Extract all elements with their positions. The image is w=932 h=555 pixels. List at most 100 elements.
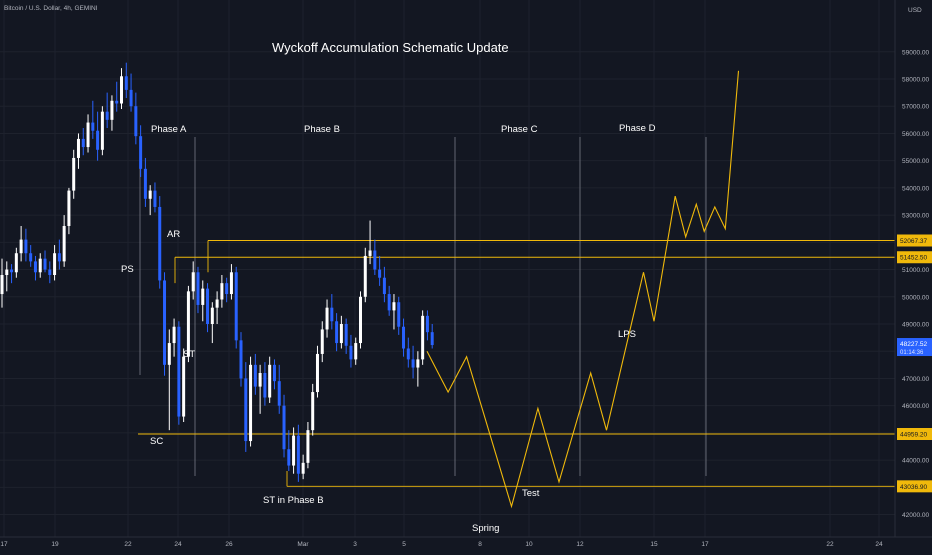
- candle-body: [96, 130, 100, 150]
- candle-body: [287, 449, 291, 466]
- candle-body: [253, 364, 257, 387]
- candle-body: [387, 294, 391, 311]
- candle-body: [244, 378, 248, 442]
- candle-body: [186, 291, 190, 357]
- candle-body: [139, 136, 143, 169]
- y-tick-label: 59000.00: [902, 49, 929, 56]
- candle-body: [105, 111, 109, 120]
- candle-body: [272, 364, 276, 382]
- price-level-tag-text: 52067.37: [900, 238, 927, 245]
- label-test: Test: [522, 488, 540, 499]
- label-st: ST: [183, 349, 195, 360]
- y-tick-label: 53000.00: [902, 213, 929, 220]
- y-axis[interactable]: 42000.0043000.0044000.0045000.0046000.00…: [894, 0, 929, 537]
- price-level-tag-text: 43036.90: [900, 484, 927, 491]
- candle-body: [277, 381, 281, 406]
- x-tick-label: 8: [478, 541, 482, 548]
- candle-body: [421, 315, 425, 360]
- candle-body: [430, 332, 434, 346]
- candle-body: [210, 307, 214, 324]
- candle-body: [19, 239, 23, 254]
- price-level-tag-text: 51452.50: [900, 255, 927, 262]
- candle-body: [158, 206, 162, 281]
- x-tick-label: 22: [124, 541, 132, 548]
- candle-body: [53, 253, 57, 275]
- candle-body: [325, 307, 329, 330]
- candle-body: [339, 324, 343, 344]
- candle-body: [320, 329, 324, 354]
- projection-path: [426, 70, 740, 509]
- x-axis[interactable]: 17 19 22 24 26 Mar 3 5 8 10 12 15 17 22 24: [0, 536, 932, 548]
- x-tick-label: 5: [402, 541, 406, 548]
- phase-b-label: Phase B: [304, 124, 340, 135]
- y-tick-label: 42000.00: [902, 512, 929, 519]
- candle-body: [57, 253, 61, 262]
- price-tags: 52067.37 51452.50 44959.20 43036.90 48227.52…: [897, 234, 932, 493]
- candle-body: [330, 307, 334, 322]
- x-tick-label: 24: [174, 541, 182, 548]
- candle-body: [43, 258, 47, 270]
- x-tick-label: 26: [225, 541, 233, 548]
- candle-body: [120, 76, 123, 104]
- candle-body: [191, 272, 195, 292]
- candle-body: [416, 359, 420, 368]
- current-price-countdown: 01:14:36: [900, 350, 924, 356]
- price-level-tag: [897, 427, 932, 440]
- candle-body: [14, 253, 18, 273]
- candle-body: [258, 373, 262, 387]
- candle-body: [182, 356, 186, 417]
- price-level-tag-text: 44959.20: [900, 431, 927, 438]
- candle-body: [311, 392, 315, 431]
- candle-body: [134, 106, 138, 137]
- candle-body: [143, 168, 147, 199]
- x-tick-label: 15: [650, 541, 658, 548]
- x-tick-label: 17: [0, 541, 8, 548]
- y-tick-label: 57000.00: [902, 104, 929, 111]
- candle-body: [382, 277, 386, 295]
- candle-body: [363, 255, 367, 297]
- candle-body: [282, 405, 286, 450]
- candle-body: [33, 261, 37, 273]
- x-tick-label: 19: [51, 541, 59, 548]
- candle-body: [411, 359, 415, 368]
- candle-body: [306, 430, 310, 463]
- candle-body: [81, 138, 85, 148]
- candle-body: [72, 157, 76, 191]
- candle-body: [38, 258, 42, 273]
- candle-body: [206, 288, 210, 324]
- x-tick-label: 22: [826, 541, 834, 548]
- candle-body: [129, 89, 133, 107]
- candle-body: [124, 76, 128, 90]
- x-tick-label: Mar: [297, 541, 309, 548]
- x-tick-label: 10: [525, 541, 533, 548]
- price-level-tag: [897, 480, 932, 493]
- y-tick-label: 46000.00: [902, 403, 929, 410]
- y-tick-label: 50000.00: [902, 294, 929, 301]
- candle-body: [10, 269, 14, 273]
- price-level-tag: [897, 234, 932, 247]
- y-tick-label: 54000.00: [902, 185, 929, 192]
- candle-body: [48, 269, 52, 275]
- candle-body: [86, 122, 90, 148]
- candle-body: [301, 462, 305, 474]
- y-tick-label: 49000.00: [902, 322, 929, 329]
- candle-body: [100, 111, 104, 150]
- candle-body: [0, 275, 4, 295]
- phase-c-label: Phase C: [501, 124, 538, 135]
- y-tick-label: 55000.00: [902, 158, 929, 165]
- currency-label: USD: [908, 7, 922, 14]
- candle-body: [296, 435, 300, 474]
- price-level-tag: [897, 251, 932, 264]
- chart-title: Wyckoff Accumulation Schematic Update: [272, 40, 509, 55]
- x-tick-label: 24: [875, 541, 883, 548]
- label-ps: PS: [121, 264, 134, 275]
- phase-dividers: [139, 137, 707, 476]
- candle-body: [268, 364, 272, 398]
- candle-body: [153, 190, 157, 207]
- candle-body: [239, 340, 243, 379]
- candle-body: [76, 138, 80, 158]
- candle-body: [402, 326, 406, 349]
